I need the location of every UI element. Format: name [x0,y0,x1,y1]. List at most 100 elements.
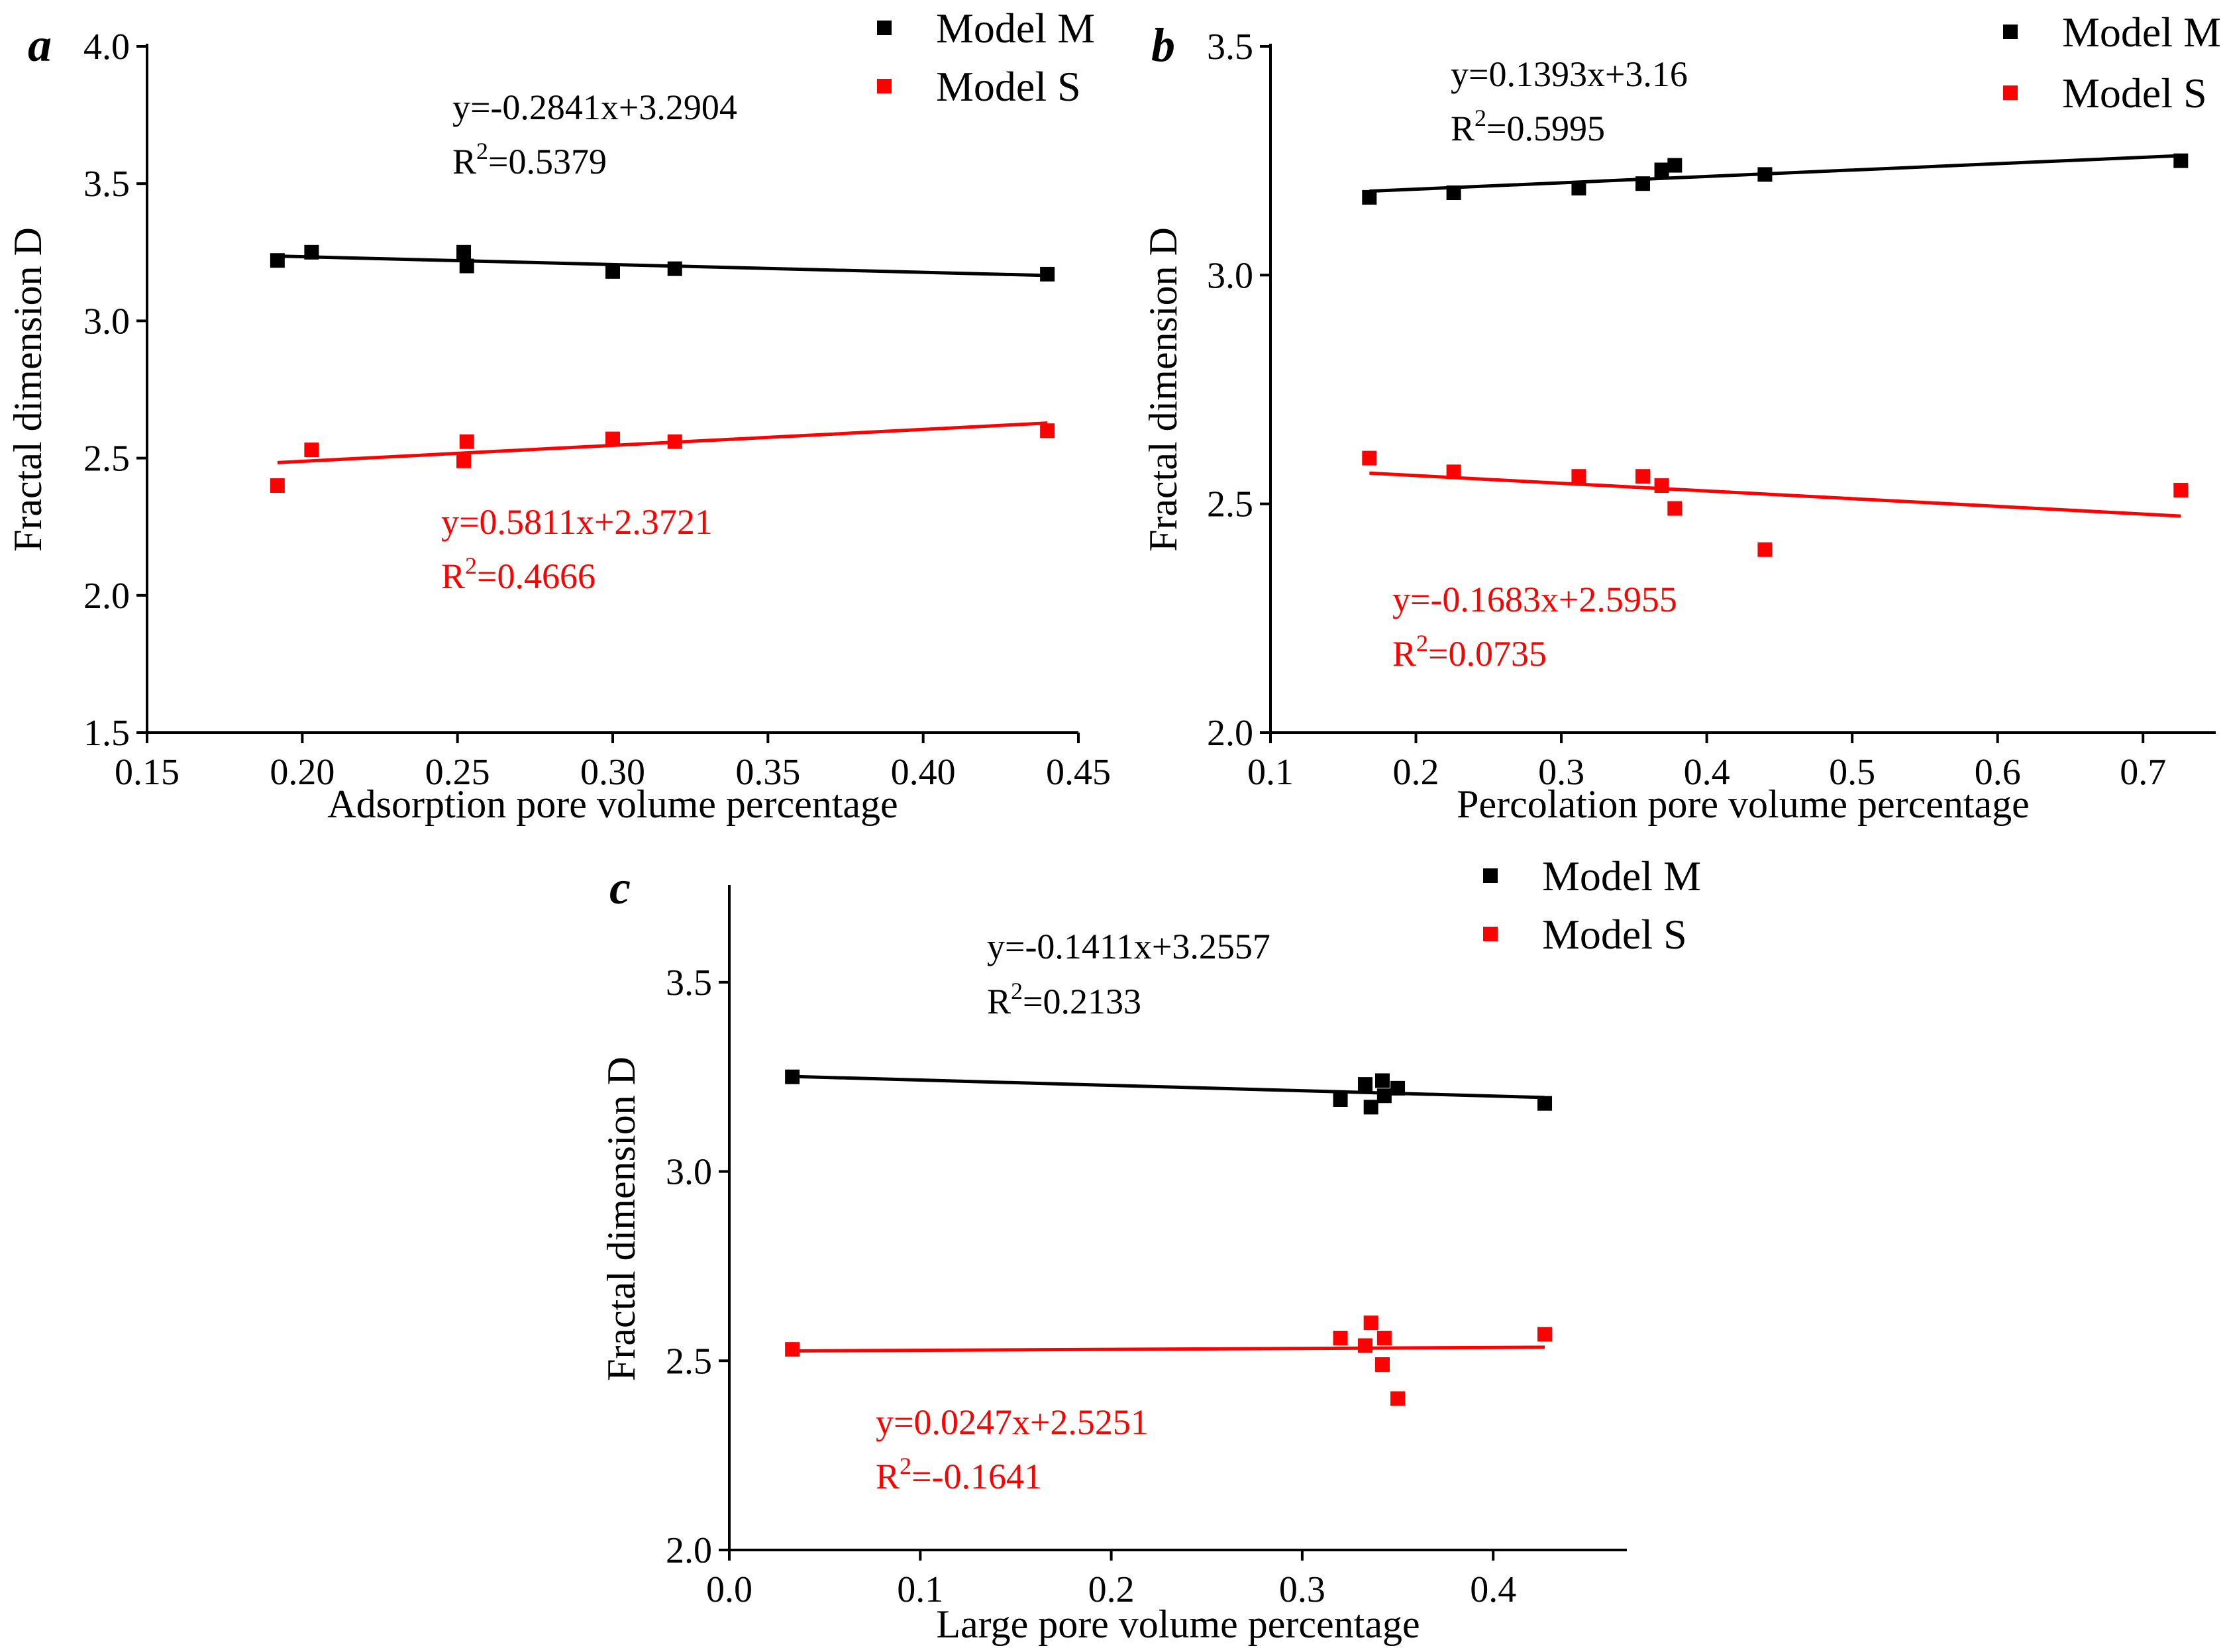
r2-model-m: R2=0.5995 [1451,105,1605,148]
data-point-model-m [605,264,620,279]
x-tick-label: 0.2 [1088,1569,1135,1610]
data-point-model-s [1040,423,1055,439]
data-point-model-s [1571,469,1586,484]
data-point-model-s [1635,469,1651,484]
y-tick-label: 3.5 [666,962,712,1004]
legend-label-model-s: Model S [2062,70,2207,117]
data-point-model-s [1537,1327,1553,1342]
data-point-model-m [785,1069,800,1084]
fit-line-model-s [1369,471,2181,518]
x-tick-label: 0.5 [1829,752,1875,793]
y-tick-label: 3.0 [83,301,130,342]
x-tick-label: 0.40 [891,752,956,793]
panel-letter: b [1151,19,1175,72]
x-tick-label: 0.35 [735,752,800,793]
data-point-model-s [459,434,474,449]
fit-line-model-m [277,254,1048,278]
legend-label-model-m: Model M [936,5,1095,52]
equation-model-m: y=-0.1411x+3.2557 [987,927,1270,966]
r2-model-s: R2=-0.1641 [876,1453,1042,1496]
r2-model-s: R2=0.0735 [1392,630,1547,674]
data-point-model-s [1362,450,1377,466]
data-point-model-m [459,258,474,274]
panel-letter: a [28,19,52,72]
y-tick-label: 2.5 [1207,484,1253,525]
data-point-model-s [2173,482,2189,497]
legend-label-model-m: Model M [2062,9,2221,56]
fit-line-model-s [277,421,1048,464]
data-point-model-s [1374,1357,1390,1372]
y-tick-label: 4.0 [83,26,130,68]
data-point-model-s [667,434,682,449]
legend-label-model-s: Model S [936,63,1081,110]
x-tick-label: 0.4 [1470,1569,1516,1610]
chart-panel-b: 2.0 2.5 3.0 3.5 0.1 0.2 0.3 0.4 0.5 0.6 0.7 Percola… [1141,9,2221,826]
x-tick-label: 0.20 [270,752,335,793]
fit-line-model-s [792,1345,1545,1353]
y-tick-label: 3.5 [83,164,130,205]
r2-model-m: R2=0.2133 [987,978,1141,1021]
data-point-model-m [1446,185,1461,201]
x-tick-label: 0.3 [1538,752,1584,793]
data-point-model-m [1362,189,1377,205]
x-tick-label: 0.0 [706,1569,752,1610]
y-tick-label: 2.0 [1207,713,1253,754]
data-point-model-m [2173,153,2189,168]
chart-panel-a: 1.5 2.0 2.5 3.0 3.5 4.0 0.15 0.20 0.25 0.30 0.35 0.… [6,5,1111,826]
legend-label-model-m: Model M [1542,852,1701,900]
y-tick-label: 2.0 [83,576,130,617]
data-point-model-m [1757,167,1773,182]
data-point-model-s [785,1342,800,1357]
x-axis-title: Percolation pore volume percentage [1457,782,2030,826]
x-tick-label: 0.6 [1975,752,2021,793]
data-point-model-s [605,431,620,446]
data-point-model-s [1667,501,1683,516]
r2-model-s: R2=0.4666 [441,552,596,596]
x-axis-title: Adsorption pore volume percentage [327,782,898,826]
fit-line-model-m [792,1074,1545,1100]
data-point-model-m [1667,158,1683,173]
y-axis-title: Fractal dimension D [599,1057,643,1381]
y-tick-label: 3.0 [666,1152,712,1193]
x-tick-label: 0.4 [1684,752,1730,793]
data-point-model-m [1374,1073,1390,1088]
equation-model-m: y=0.1393x+3.16 [1451,54,1688,94]
data-point-model-m [1040,266,1055,282]
legend-marker-model-m [2003,25,2018,39]
x-tick-label: 0.25 [425,752,490,793]
r2-model-m: R2=0.5379 [452,138,607,181]
data-point-model-m [1376,1088,1392,1104]
data-point-model-s [304,442,319,458]
x-tick-label: 0.1 [1247,752,1294,793]
legend-marker-model-m [1483,868,1498,883]
data-point-model-m [1571,181,1586,196]
data-point-model-m [1333,1092,1348,1107]
legend-marker-model-s [877,79,892,93]
equation-model-s: y=0.5811x+2.3721 [441,502,713,542]
x-axis-title: Large pore volume percentage [936,1602,1420,1646]
data-point-model-m [1390,1080,1406,1096]
data-point-model-s [1757,542,1773,557]
data-point-model-m [667,261,682,276]
y-tick-label: 2.0 [666,1530,712,1571]
equation-model-s: y=-0.1683x+2.5955 [1392,580,1677,619]
x-tick-label: 0.45 [1046,752,1111,793]
data-point-model-m [456,244,472,260]
data-point-model-m [304,244,319,260]
x-tick-label: 0.7 [2120,752,2166,793]
data-point-model-s [1654,478,1669,493]
data-point-model-s [456,453,472,468]
x-tick-label: 0.30 [580,752,645,793]
x-tick-label: 0.1 [897,1569,943,1610]
fit-line-model-m [1369,154,2181,193]
data-point-model-m [270,253,285,268]
data-point-model-s [1446,464,1461,480]
equation-model-s: y=0.0247x+2.5251 [876,1402,1149,1442]
y-tick-label: 1.5 [83,713,130,754]
y-tick-label: 3.5 [1207,26,1253,68]
y-axis-title: Fractal dimension D [1141,227,1185,552]
x-tick-label: 0.15 [115,752,180,793]
chart-panel-c: 2.0 2.5 3.0 3.5 0.0 0.1 0.2 0.3 0.4 Large pore vo… [599,852,1701,1646]
data-point-model-s [1376,1331,1392,1345]
